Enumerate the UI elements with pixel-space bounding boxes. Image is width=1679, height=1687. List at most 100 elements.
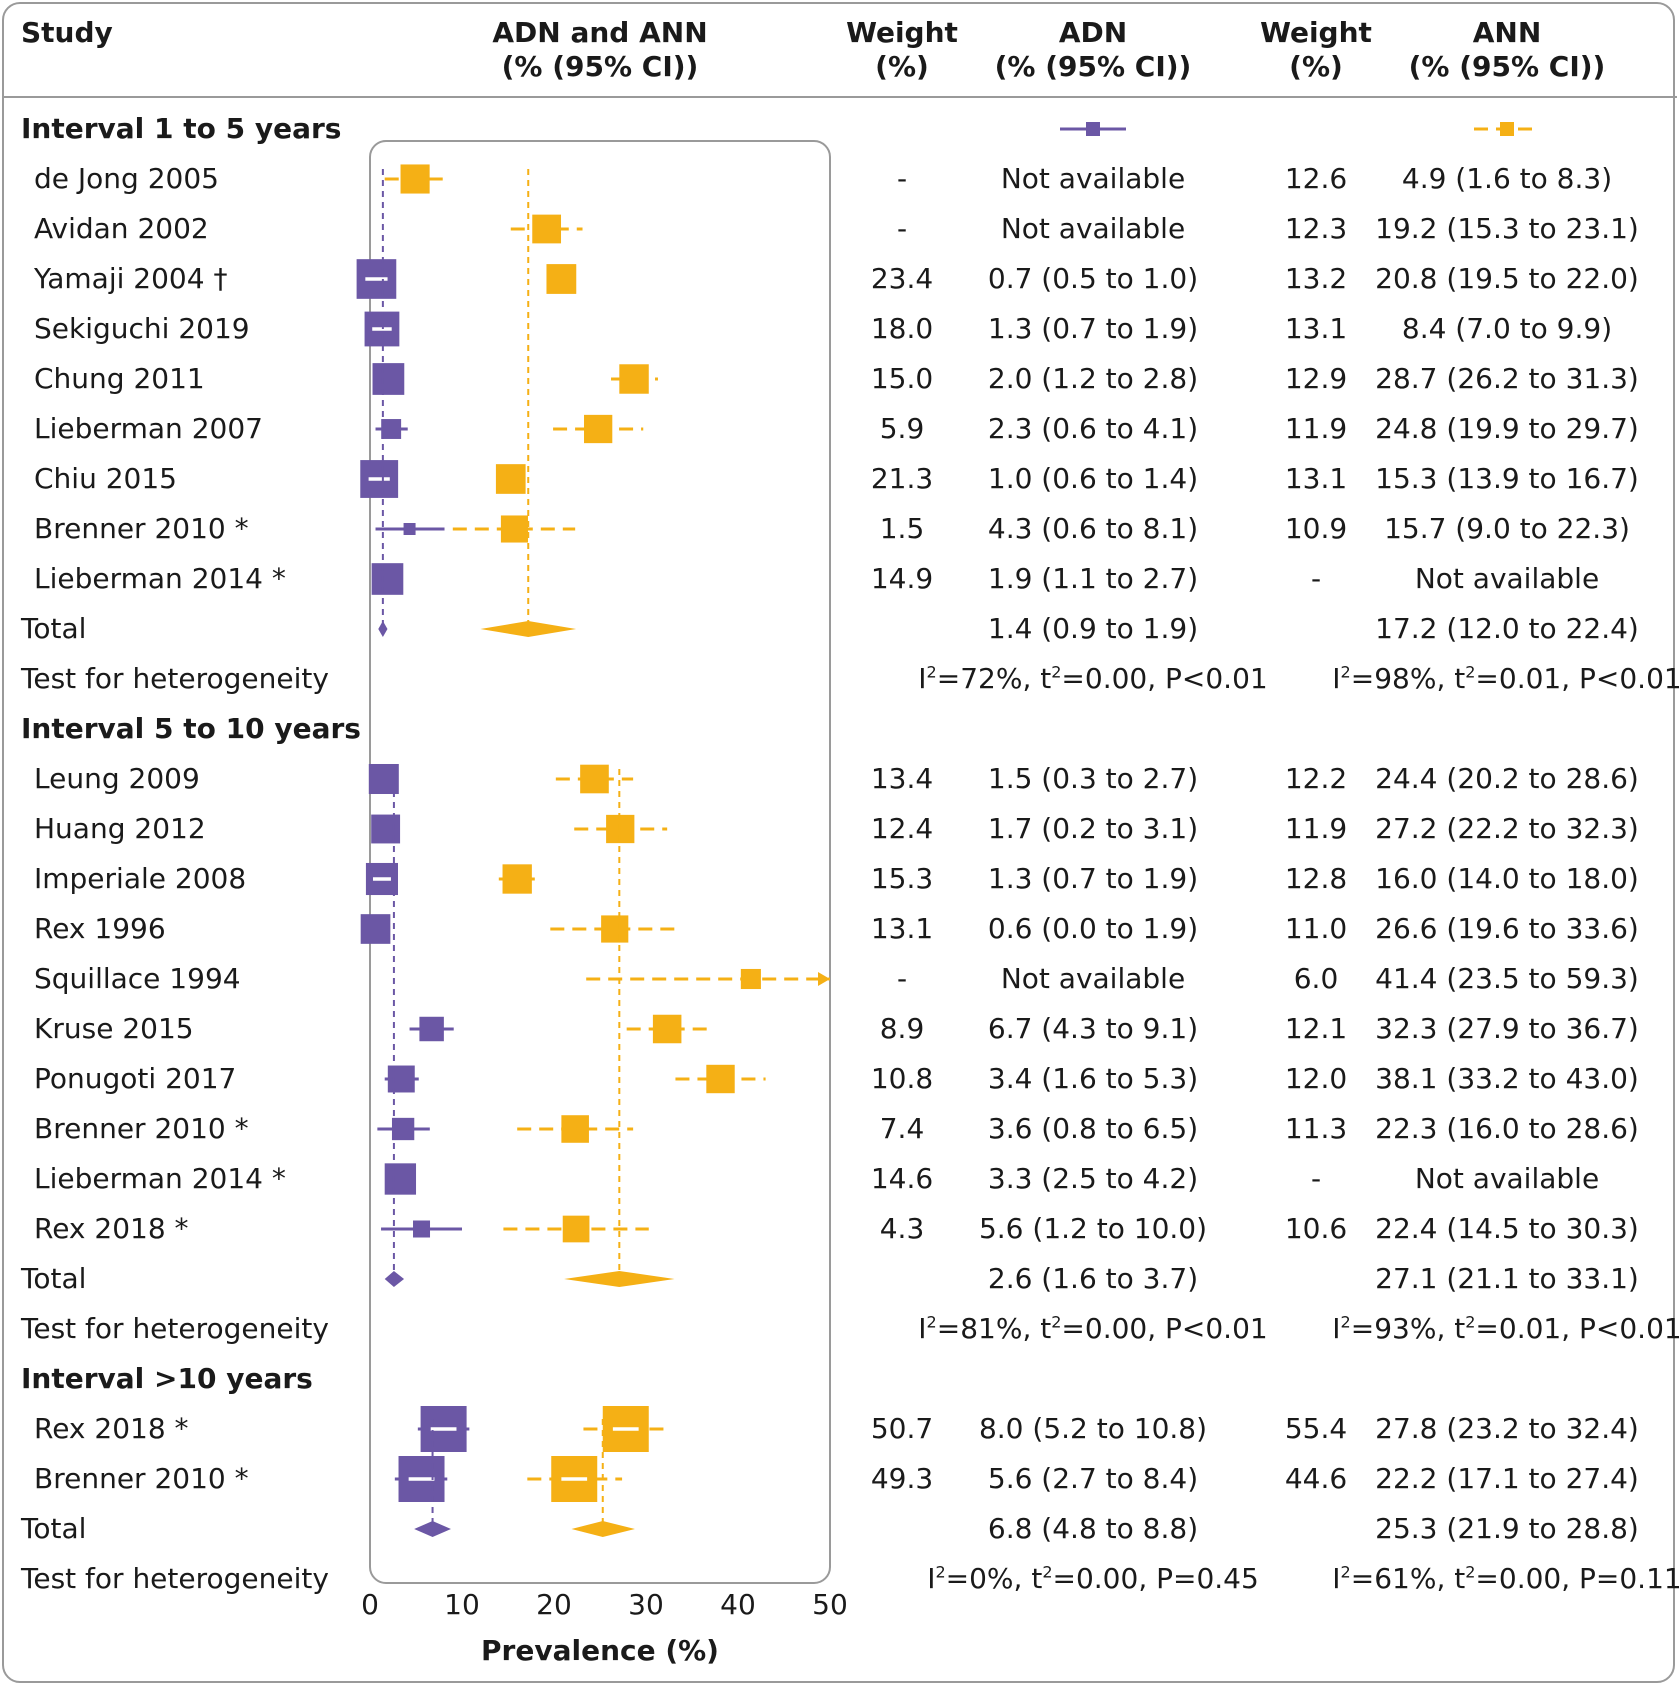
section-title: Interval 5 to 10 years (21, 712, 361, 745)
superscript: 2 (1340, 662, 1351, 682)
x-tick-label: 50 (812, 1588, 848, 1621)
adn-weight: 8.9 (879, 1012, 925, 1045)
ann-point (740, 968, 761, 990)
ann-weight: 13.2 (1284, 262, 1348, 295)
superscript: 2 (1042, 1562, 1053, 1582)
adn-ci-text: 6.7 (4.3 to 9.1) (987, 1012, 1199, 1045)
ann-point (532, 214, 562, 244)
total-label: Total (21, 1262, 87, 1295)
ann-weight: 12.0 (1284, 1062, 1348, 1095)
header-weight-ann-line2: (%) (1289, 50, 1343, 83)
ann-ci-text: 41.4 (23.5 to 59.3) (1375, 962, 1639, 995)
superscript: 2 (926, 662, 937, 682)
header-divider (2, 96, 1677, 98)
adn-total-diamond (384, 1271, 405, 1287)
ann-point (619, 364, 649, 394)
superscript: 2 (1340, 1312, 1351, 1332)
ann-total-diamond (571, 1521, 635, 1537)
ann-total-diamond (564, 1271, 675, 1287)
i-letter: I (1332, 662, 1341, 695)
ann-ci-text: 19.2 (15.3 to 23.1) (1375, 212, 1639, 245)
ann-point (584, 414, 613, 444)
ann-heterogeneity: I2=93%, t2=0.01, P<0.01 (1332, 1312, 1679, 1346)
adn-ci-text: 3.4 (1.6 to 5.3) (987, 1062, 1199, 1095)
ann-weight: 13.1 (1284, 462, 1348, 495)
superscript: 2 (926, 1312, 937, 1332)
adn-weight: 1.5 (879, 512, 925, 545)
ann-ci-text: 24.8 (19.9 to 29.7) (1375, 412, 1639, 445)
ann-ci-text: 24.4 (20.2 to 28.6) (1375, 762, 1639, 795)
ann-arrow (818, 972, 830, 986)
adn-point (387, 1065, 415, 1093)
adn-ci-text: 2.0 (1.2 to 2.8) (987, 362, 1199, 395)
ann-ci-text: 4.9 (1.6 to 8.3) (1401, 162, 1613, 195)
x-tick-label: 0 (361, 1588, 379, 1621)
het-t2: =0.00, P=0.11 (1475, 1562, 1679, 1595)
x-tick-label: 20 (536, 1588, 572, 1621)
adn-weight: 15.3 (870, 862, 934, 895)
ann-ci-text: 27.2 (22.2 to 32.3) (1375, 812, 1639, 845)
section-title: Interval >10 years (21, 1362, 313, 1395)
ann-weight: 11.0 (1284, 912, 1348, 945)
study-name: Rex 2018 * (34, 1212, 189, 1245)
ann-ci-text: 16.0 (14.0 to 18.0) (1375, 862, 1639, 895)
header-ann-line1: ANN (1472, 16, 1542, 49)
superscript: 2 (1465, 662, 1476, 682)
header-adn-line1: ADN (1058, 16, 1128, 49)
adn-weight: 5.9 (879, 412, 925, 445)
legend-adn-box (1086, 122, 1100, 136)
ann-weight: 12.1 (1284, 1012, 1348, 1045)
study-name: Huang 2012 (34, 812, 206, 845)
ann-ci-text: 38.1 (33.2 to 43.0) (1375, 1062, 1639, 1095)
ann-point (546, 264, 577, 294)
adn-ci-text: 3.3 (2.5 to 4.2) (987, 1162, 1199, 1195)
ann-weight: 11.3 (1284, 1112, 1348, 1145)
adn-weight: 23.4 (870, 262, 934, 295)
header-weight-ann: Weight (%) (1260, 16, 1372, 84)
ann-total-text: 27.1 (21.1 to 33.1) (1375, 1262, 1639, 1295)
adn-ci-text: 1.5 (0.3 to 2.7) (987, 762, 1199, 795)
header-adn: ADN (% (95% CI)) (995, 16, 1192, 84)
het-t2: =0.00, P<0.01 (1061, 662, 1268, 695)
adn-ci-text: 5.6 (1.2 to 10.0) (978, 1212, 1208, 1245)
ann-ci-text: Not available (1414, 1162, 1600, 1195)
ann-weight: 12.2 (1284, 762, 1348, 795)
adn-point (372, 363, 405, 395)
ann-weight: 11.9 (1284, 812, 1348, 845)
adn-weight: 4.3 (879, 1212, 925, 1245)
header-ann: ANN (% (95% CI)) (1409, 16, 1606, 84)
study-name: Rex 1996 (34, 912, 166, 945)
ann-weight: 12.8 (1284, 862, 1348, 895)
adn-point (391, 1117, 415, 1141)
adn-point (371, 563, 404, 595)
het-t2: =0.00, P<0.01 (1061, 1312, 1268, 1345)
header-weight-adn: Weight (%) (846, 16, 958, 84)
total-label: Total (21, 1512, 87, 1545)
adn-weight: 21.3 (870, 462, 934, 495)
x-tick-label: 30 (628, 1588, 664, 1621)
study-name: Sekiguchi 2019 (34, 312, 250, 345)
ann-point (495, 464, 526, 494)
adn-ci-text: 1.3 (0.7 to 1.9) (987, 862, 1199, 895)
ann-ci-text: 22.2 (17.1 to 27.4) (1375, 1462, 1639, 1495)
adn-weight: 14.6 (870, 1162, 934, 1195)
ann-point (706, 1064, 735, 1094)
ann-ci-text: 22.3 (16.0 to 28.6) (1375, 1112, 1639, 1145)
het-t2: =0.01, P<0.01 (1475, 1312, 1679, 1345)
ann-ci-text: 15.3 (13.9 to 16.7) (1375, 462, 1639, 495)
ann-point (562, 1215, 590, 1243)
adn-weight: 18.0 (870, 312, 934, 345)
adn-point (371, 814, 401, 844)
adn-ci-text: Not available (1000, 212, 1186, 245)
superscript: 2 (935, 1562, 946, 1582)
adn-point (419, 1016, 444, 1042)
ann-total-text: 25.3 (21.9 to 28.8) (1375, 1512, 1639, 1545)
ann-heterogeneity: I2=98%, t2=0.01, P<0.01 (1332, 662, 1679, 696)
total-label: Total (21, 612, 87, 645)
x-tick-label: 40 (720, 1588, 756, 1621)
adn-point (381, 419, 402, 439)
study-name: Yamaji 2004 † (34, 262, 228, 295)
adn-point (360, 914, 391, 944)
adn-point (413, 1220, 431, 1238)
het-i2: =98%, t (1350, 662, 1466, 695)
